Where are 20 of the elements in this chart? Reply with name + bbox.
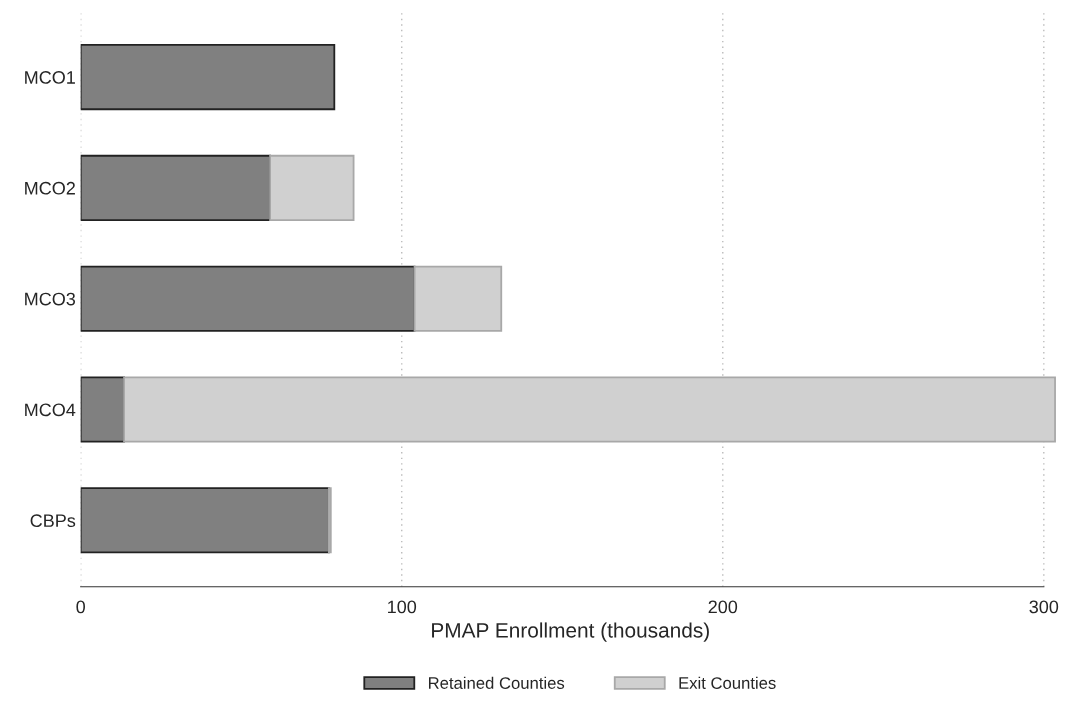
y-tick-label: MCO3 — [25, 292, 76, 306]
y-tick-label: MCO2 — [25, 181, 75, 195]
legend-label: Exit Counties — [679, 676, 776, 689]
x-tick-label: 300 — [1029, 600, 1059, 614]
x-axis-title: PMAP Enrollment (thousands) — [432, 622, 709, 642]
x-tick-label: 0 — [76, 600, 86, 614]
y-tick-label: CBPs — [30, 514, 76, 528]
x-tick-label: 100 — [388, 600, 417, 614]
y-tick-label: MCO4 — [25, 403, 76, 417]
bar — [269, 154, 355, 221]
bar — [80, 376, 125, 443]
x-tick-label: 200 — [708, 600, 738, 614]
bar — [413, 265, 503, 332]
y-tick-label: MCO1 — [25, 71, 75, 84]
bar — [80, 487, 330, 554]
bar — [123, 376, 1056, 443]
legend-label: Retained Counties — [428, 676, 565, 689]
bar — [80, 154, 272, 221]
bar — [80, 44, 336, 111]
bar — [80, 265, 416, 332]
